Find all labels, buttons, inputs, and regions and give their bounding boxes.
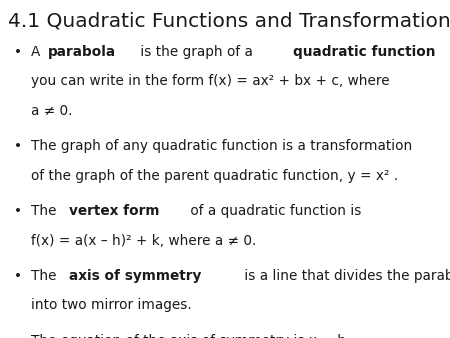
Text: parabola: parabola [48,45,117,59]
Text: •: • [14,139,22,153]
Text: a ≠ 0.: a ≠ 0. [31,104,72,118]
Text: of a quadratic function is: of a quadratic function is [186,204,361,218]
Text: The: The [31,204,60,218]
Text: vertex form: vertex form [69,204,160,218]
Text: •: • [14,269,22,283]
Text: The equation of the axis of symmetry is x = h.: The equation of the axis of symmetry is … [31,334,350,338]
Text: •: • [14,204,22,218]
Text: A: A [31,45,45,59]
Text: The graph of any quadratic function is a transformation: The graph of any quadratic function is a… [31,139,412,153]
Text: The: The [31,269,60,283]
Text: f(x) = a(x – h)² + k, where a ≠ 0.: f(x) = a(x – h)² + k, where a ≠ 0. [31,234,256,247]
Text: 4.1 Quadratic Functions and Transformations: 4.1 Quadratic Functions and Transformati… [8,12,450,31]
Text: is the graph of a: is the graph of a [136,45,257,59]
Text: of the graph of the parent quadratic function, y = x² .: of the graph of the parent quadratic fun… [31,169,398,183]
Text: quadratic function: quadratic function [292,45,435,59]
Text: you can write in the form f(x) = ax² + bx + c, where: you can write in the form f(x) = ax² + b… [31,74,389,88]
Text: into two mirror images.: into two mirror images. [31,298,191,312]
Text: •: • [14,334,22,338]
Text: •: • [14,45,22,59]
Text: axis of symmetry: axis of symmetry [69,269,202,283]
Text: is a line that divides the parabola: is a line that divides the parabola [240,269,450,283]
